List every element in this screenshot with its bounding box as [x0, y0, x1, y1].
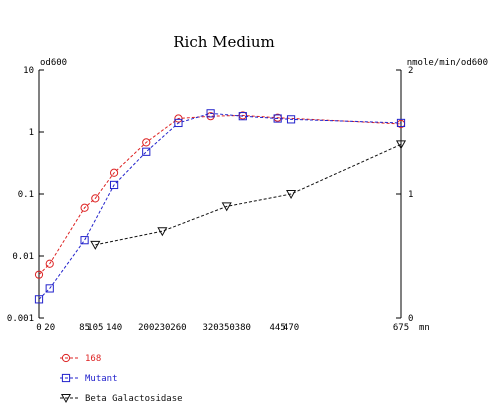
series-line: [95, 143, 402, 246]
marker-circle: [61, 353, 71, 363]
marker-circle: [142, 138, 151, 147]
x-tick-label: 105: [87, 323, 103, 333]
x-tick-label: 445: [270, 323, 286, 333]
marker-square: [142, 147, 151, 156]
x-tick-label: 260: [170, 323, 186, 333]
legend: 168 Mutant Beta Galactosidase: [60, 353, 183, 404]
x-tick-label: 350: [219, 323, 235, 333]
legend-entry: Mutant: [60, 373, 118, 384]
marker-circle: [91, 194, 100, 203]
marker-circle: [174, 114, 183, 123]
right-axis-label: nmole/min/od600: [407, 58, 488, 68]
marker-square: [174, 118, 183, 128]
left-axis-label: od600: [40, 58, 67, 68]
x-tick-label: 85: [79, 323, 90, 333]
x-tick-label: 675: [393, 323, 409, 333]
x-tick-label: 320: [202, 323, 218, 333]
right-tick-label: 1: [408, 190, 413, 200]
marker-triangle-down: [90, 240, 101, 250]
marker-triangle-down: [157, 227, 168, 237]
left-tick-label: 0.001: [7, 314, 34, 324]
x-tick-label: 140: [106, 323, 122, 333]
marker-square: [206, 109, 215, 118]
marker-square: [80, 236, 89, 245]
legend-label: 168: [85, 354, 101, 364]
marker-square: [286, 115, 296, 124]
x-tick-label: 200: [138, 323, 154, 333]
x-tick-label: 20: [44, 323, 55, 333]
marker-triangle-down: [221, 202, 232, 212]
marker-triangle-down: [60, 394, 72, 404]
marker-circle: [80, 203, 89, 212]
series-mutant: [34, 109, 406, 304]
series-line: [38, 114, 402, 276]
marker-square: [45, 284, 54, 293]
series-beta-galactosidase: [90, 140, 407, 250]
legend-entry: 168: [60, 353, 101, 364]
legend-label: Beta Galactosidase: [85, 394, 183, 404]
left-tick-label: 0.01: [12, 252, 34, 262]
x-unit-label: mn: [419, 323, 430, 333]
marker-square: [109, 180, 119, 190]
marker-circle: [109, 168, 119, 177]
x-tick-label: 470: [283, 323, 299, 333]
left-tick-label: 10: [23, 66, 34, 76]
right-tick-label: 2: [408, 66, 413, 76]
marker-square: [396, 118, 406, 128]
marker-square: [273, 114, 282, 123]
marker-triangle-down: [395, 140, 407, 150]
left-tick-label: 1: [29, 128, 34, 138]
legend-entry: Beta Galactosidase: [60, 394, 183, 404]
chart-title: Rich Medium: [173, 33, 274, 51]
series-168: [34, 111, 406, 279]
marker-triangle-down: [286, 190, 297, 200]
x-tick-label: 0: [36, 323, 41, 333]
marker-square: [61, 373, 71, 383]
legend-label: Mutant: [85, 374, 118, 384]
series-layer: [34, 109, 407, 304]
marker-circle: [45, 259, 54, 268]
right-tick-label: 0: [408, 314, 413, 324]
series-line: [38, 112, 402, 300]
marker-square: [238, 112, 247, 121]
x-tick-label: 380: [235, 323, 251, 333]
marker-circle: [34, 270, 44, 279]
marker-square: [34, 295, 44, 304]
x-tick-label: 230: [154, 323, 170, 333]
left-tick-label: 0.1: [18, 190, 34, 200]
